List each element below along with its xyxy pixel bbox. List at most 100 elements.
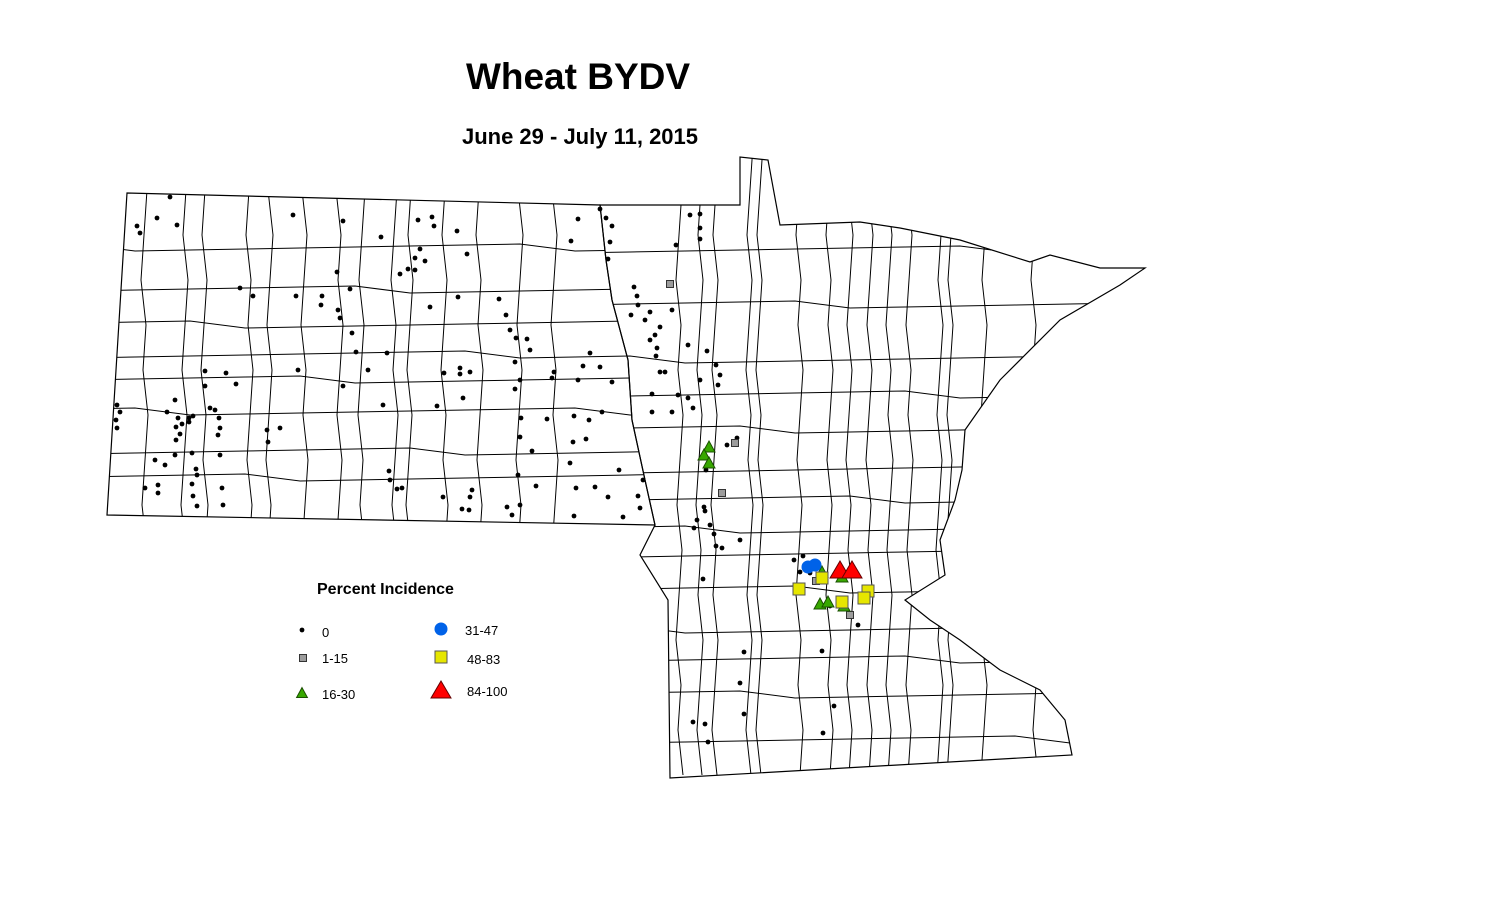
site-marker-0	[507, 327, 513, 333]
county-boundary	[755, 157, 764, 776]
site-marker-0	[175, 415, 181, 421]
site-marker-0	[669, 307, 675, 313]
county-boundary	[795, 157, 804, 776]
site-marker-0	[318, 302, 324, 308]
site-marker-0	[654, 345, 660, 351]
site-marker-0	[517, 377, 523, 383]
site-marker-0	[384, 350, 390, 356]
county-boundary	[945, 157, 954, 776]
county-boundary	[825, 157, 834, 776]
site-marker-0	[215, 432, 221, 438]
site-marker-0	[155, 490, 161, 496]
site-marker-0	[741, 649, 747, 655]
site-marker-0	[599, 409, 605, 415]
site-marker-0	[503, 312, 509, 318]
site-marker-0	[717, 372, 723, 378]
site-marker-1-15	[718, 489, 726, 497]
site-marker-0	[702, 721, 708, 727]
site-marker-0	[609, 379, 615, 385]
site-marker-48-83	[434, 650, 448, 664]
site-marker-0	[217, 425, 223, 431]
site-marker-1-15	[299, 654, 307, 662]
legend-label-84-100: 84-100	[467, 684, 508, 699]
site-marker-0	[518, 415, 524, 421]
county-boundary	[1030, 157, 1039, 776]
site-marker-0	[831, 703, 837, 709]
site-marker-0	[697, 211, 703, 217]
site-marker-0	[459, 506, 465, 512]
site-marker-0	[164, 409, 170, 415]
site-marker-0	[605, 256, 611, 262]
site-marker-0	[652, 332, 658, 338]
site-marker-0	[603, 215, 609, 221]
county-boundary	[107, 350, 655, 359]
site-marker-0	[134, 223, 140, 229]
site-marker-0	[737, 537, 743, 543]
site-marker-0	[597, 206, 603, 212]
site-marker-0	[412, 267, 418, 273]
county-boundary	[475, 193, 484, 525]
site-marker-0	[422, 258, 428, 264]
site-marker-48-83	[792, 582, 806, 596]
site-marker-0	[640, 477, 646, 483]
county-boundary	[107, 375, 655, 384]
site-marker-16-30	[295, 686, 309, 698]
site-marker-0	[194, 503, 200, 509]
county-boundary	[600, 585, 1126, 594]
site-marker-0	[509, 512, 515, 518]
site-marker-0	[431, 223, 437, 229]
site-marker-0	[349, 330, 355, 336]
site-marker-0	[457, 371, 463, 377]
county-boundary	[600, 655, 1126, 664]
site-marker-0	[353, 349, 359, 355]
site-marker-0	[571, 513, 577, 519]
site-marker-0	[737, 680, 743, 686]
county-boundary	[405, 193, 414, 525]
site-marker-0	[724, 442, 730, 448]
county-boundary	[600, 625, 1126, 634]
legend-label-16-30: 16-30	[322, 687, 356, 702]
site-marker-0	[575, 216, 581, 222]
county-boundary	[675, 157, 684, 776]
site-marker-0	[685, 342, 691, 348]
county-boundary	[300, 193, 309, 525]
site-marker-0	[202, 383, 208, 389]
site-marker-0	[704, 348, 710, 354]
site-marker-0	[386, 468, 392, 474]
site-marker-0	[427, 304, 433, 310]
county-boundary	[107, 407, 655, 416]
site-marker-0	[319, 293, 325, 299]
site-marker-0	[290, 212, 296, 218]
site-marker-0	[631, 284, 637, 290]
site-marker-0	[586, 417, 592, 423]
site-marker-0	[464, 251, 470, 257]
county-boundary	[107, 285, 655, 294]
site-marker-0	[512, 386, 518, 392]
site-marker-0	[517, 502, 523, 508]
site-marker-0	[719, 545, 725, 551]
county-boundary	[140, 193, 149, 525]
site-marker-0	[220, 502, 226, 508]
site-marker-0	[217, 452, 223, 458]
county-boundary	[935, 157, 944, 776]
county-boundary	[695, 157, 704, 776]
site-marker-1-15	[731, 439, 739, 447]
site-marker-84-100	[430, 680, 452, 699]
site-marker-0	[460, 395, 466, 401]
site-marker-0	[387, 477, 393, 483]
site-marker-1-15	[666, 280, 674, 288]
site-marker-0	[365, 367, 371, 373]
site-marker-0	[657, 369, 663, 375]
county-boundary	[710, 157, 719, 776]
site-marker-0	[527, 347, 533, 353]
site-marker-0	[412, 255, 418, 261]
site-marker-16-30	[702, 455, 716, 469]
map-title: Wheat BYDV	[465, 56, 691, 97]
site-marker-0	[337, 315, 343, 321]
site-marker-0	[457, 365, 463, 371]
county-boundary	[200, 193, 209, 525]
site-marker-0	[544, 416, 550, 422]
site-marker-0	[440, 494, 446, 500]
site-marker-0	[455, 294, 461, 300]
